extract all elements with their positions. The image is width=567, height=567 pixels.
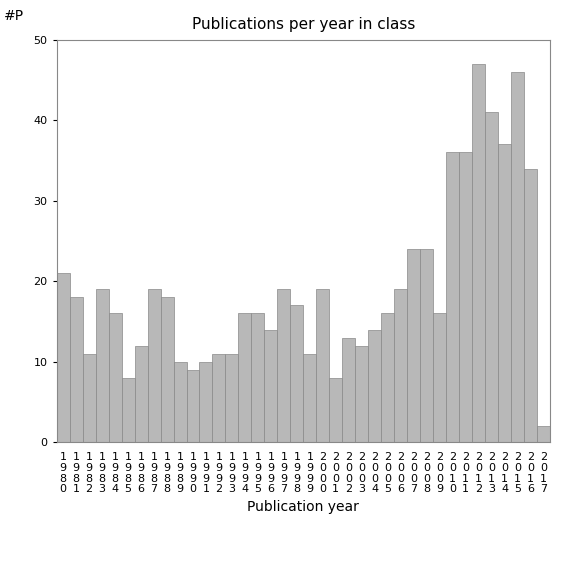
Bar <box>316 289 329 442</box>
Bar <box>446 153 459 442</box>
Bar <box>96 289 109 442</box>
Bar <box>239 314 251 442</box>
Bar <box>342 337 356 442</box>
Bar <box>433 314 446 442</box>
Bar <box>394 289 407 442</box>
Bar <box>472 64 485 442</box>
Bar <box>381 314 394 442</box>
Bar <box>459 153 472 442</box>
Bar <box>264 329 277 442</box>
Bar <box>524 168 537 442</box>
X-axis label: Publication year: Publication year <box>247 500 359 514</box>
Bar <box>277 289 290 442</box>
Bar <box>213 354 226 442</box>
Bar <box>407 249 420 442</box>
Bar <box>498 145 511 442</box>
Bar <box>200 362 213 442</box>
Bar <box>174 362 187 442</box>
Bar <box>147 289 160 442</box>
Text: #P: #P <box>4 9 24 23</box>
Bar <box>511 72 524 442</box>
Bar <box>83 354 96 442</box>
Bar <box>251 314 264 442</box>
Bar <box>356 346 368 442</box>
Bar <box>303 354 316 442</box>
Bar <box>134 346 147 442</box>
Bar <box>57 273 70 442</box>
Bar <box>226 354 239 442</box>
Bar <box>329 378 342 442</box>
Title: Publications per year in class: Publications per year in class <box>192 16 415 32</box>
Bar <box>290 306 303 442</box>
Bar <box>537 426 550 442</box>
Bar <box>160 297 174 442</box>
Bar <box>368 329 381 442</box>
Bar <box>121 378 134 442</box>
Bar <box>485 112 498 442</box>
Bar <box>109 314 121 442</box>
Bar <box>420 249 433 442</box>
Bar <box>187 370 200 442</box>
Bar <box>70 297 83 442</box>
